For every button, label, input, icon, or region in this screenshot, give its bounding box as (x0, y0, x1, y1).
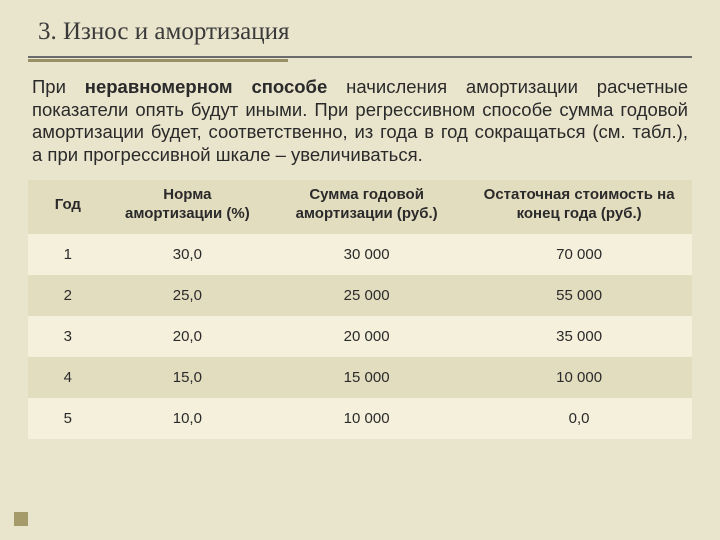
cell: 5 (28, 398, 108, 439)
corner-square-icon (14, 512, 28, 526)
col-header-sum: Сумма годовой амортизации (руб.) (267, 180, 466, 234)
table-header-row: Год Норма амортизации (%) Сумма годовой … (28, 180, 692, 234)
table-row: 2 25,0 25 000 55 000 (28, 275, 692, 316)
cell: 10 000 (466, 357, 692, 398)
table-row: 4 15,0 15 000 10 000 (28, 357, 692, 398)
amortization-table: Год Норма амортизации (%) Сумма годовой … (28, 180, 692, 439)
cell: 20,0 (108, 316, 267, 357)
cell: 2 (28, 275, 108, 316)
cell: 70 000 (466, 234, 692, 275)
table-row: 1 30,0 30 000 70 000 (28, 234, 692, 275)
col-header-rest: Остаточная стоимость на конец года (руб.… (466, 180, 692, 234)
table-row: 3 20,0 20 000 35 000 (28, 316, 692, 357)
cell: 15 000 (267, 357, 466, 398)
cell: 25 000 (267, 275, 466, 316)
cell: 30 000 (267, 234, 466, 275)
col-header-year: Год (28, 180, 108, 234)
cell: 15,0 (108, 357, 267, 398)
cell: 30,0 (108, 234, 267, 275)
para-bold: неравномерном способе (85, 76, 328, 97)
para-part-1: При (32, 76, 85, 97)
cell: 55 000 (466, 275, 692, 316)
table-row: 5 10,0 10 000 0,0 (28, 398, 692, 439)
cell: 0,0 (466, 398, 692, 439)
slide-title: 3. Износ и амортизация (38, 18, 692, 50)
cell: 4 (28, 357, 108, 398)
title-rule (28, 56, 692, 64)
body-paragraph: При неравномерном способе начисления амо… (32, 76, 688, 166)
col-header-rate: Норма амортизации (%) (108, 180, 267, 234)
cell: 20 000 (267, 316, 466, 357)
cell: 10,0 (108, 398, 267, 439)
cell: 1 (28, 234, 108, 275)
cell: 10 000 (267, 398, 466, 439)
cell: 3 (28, 316, 108, 357)
cell: 25,0 (108, 275, 267, 316)
cell: 35 000 (466, 316, 692, 357)
